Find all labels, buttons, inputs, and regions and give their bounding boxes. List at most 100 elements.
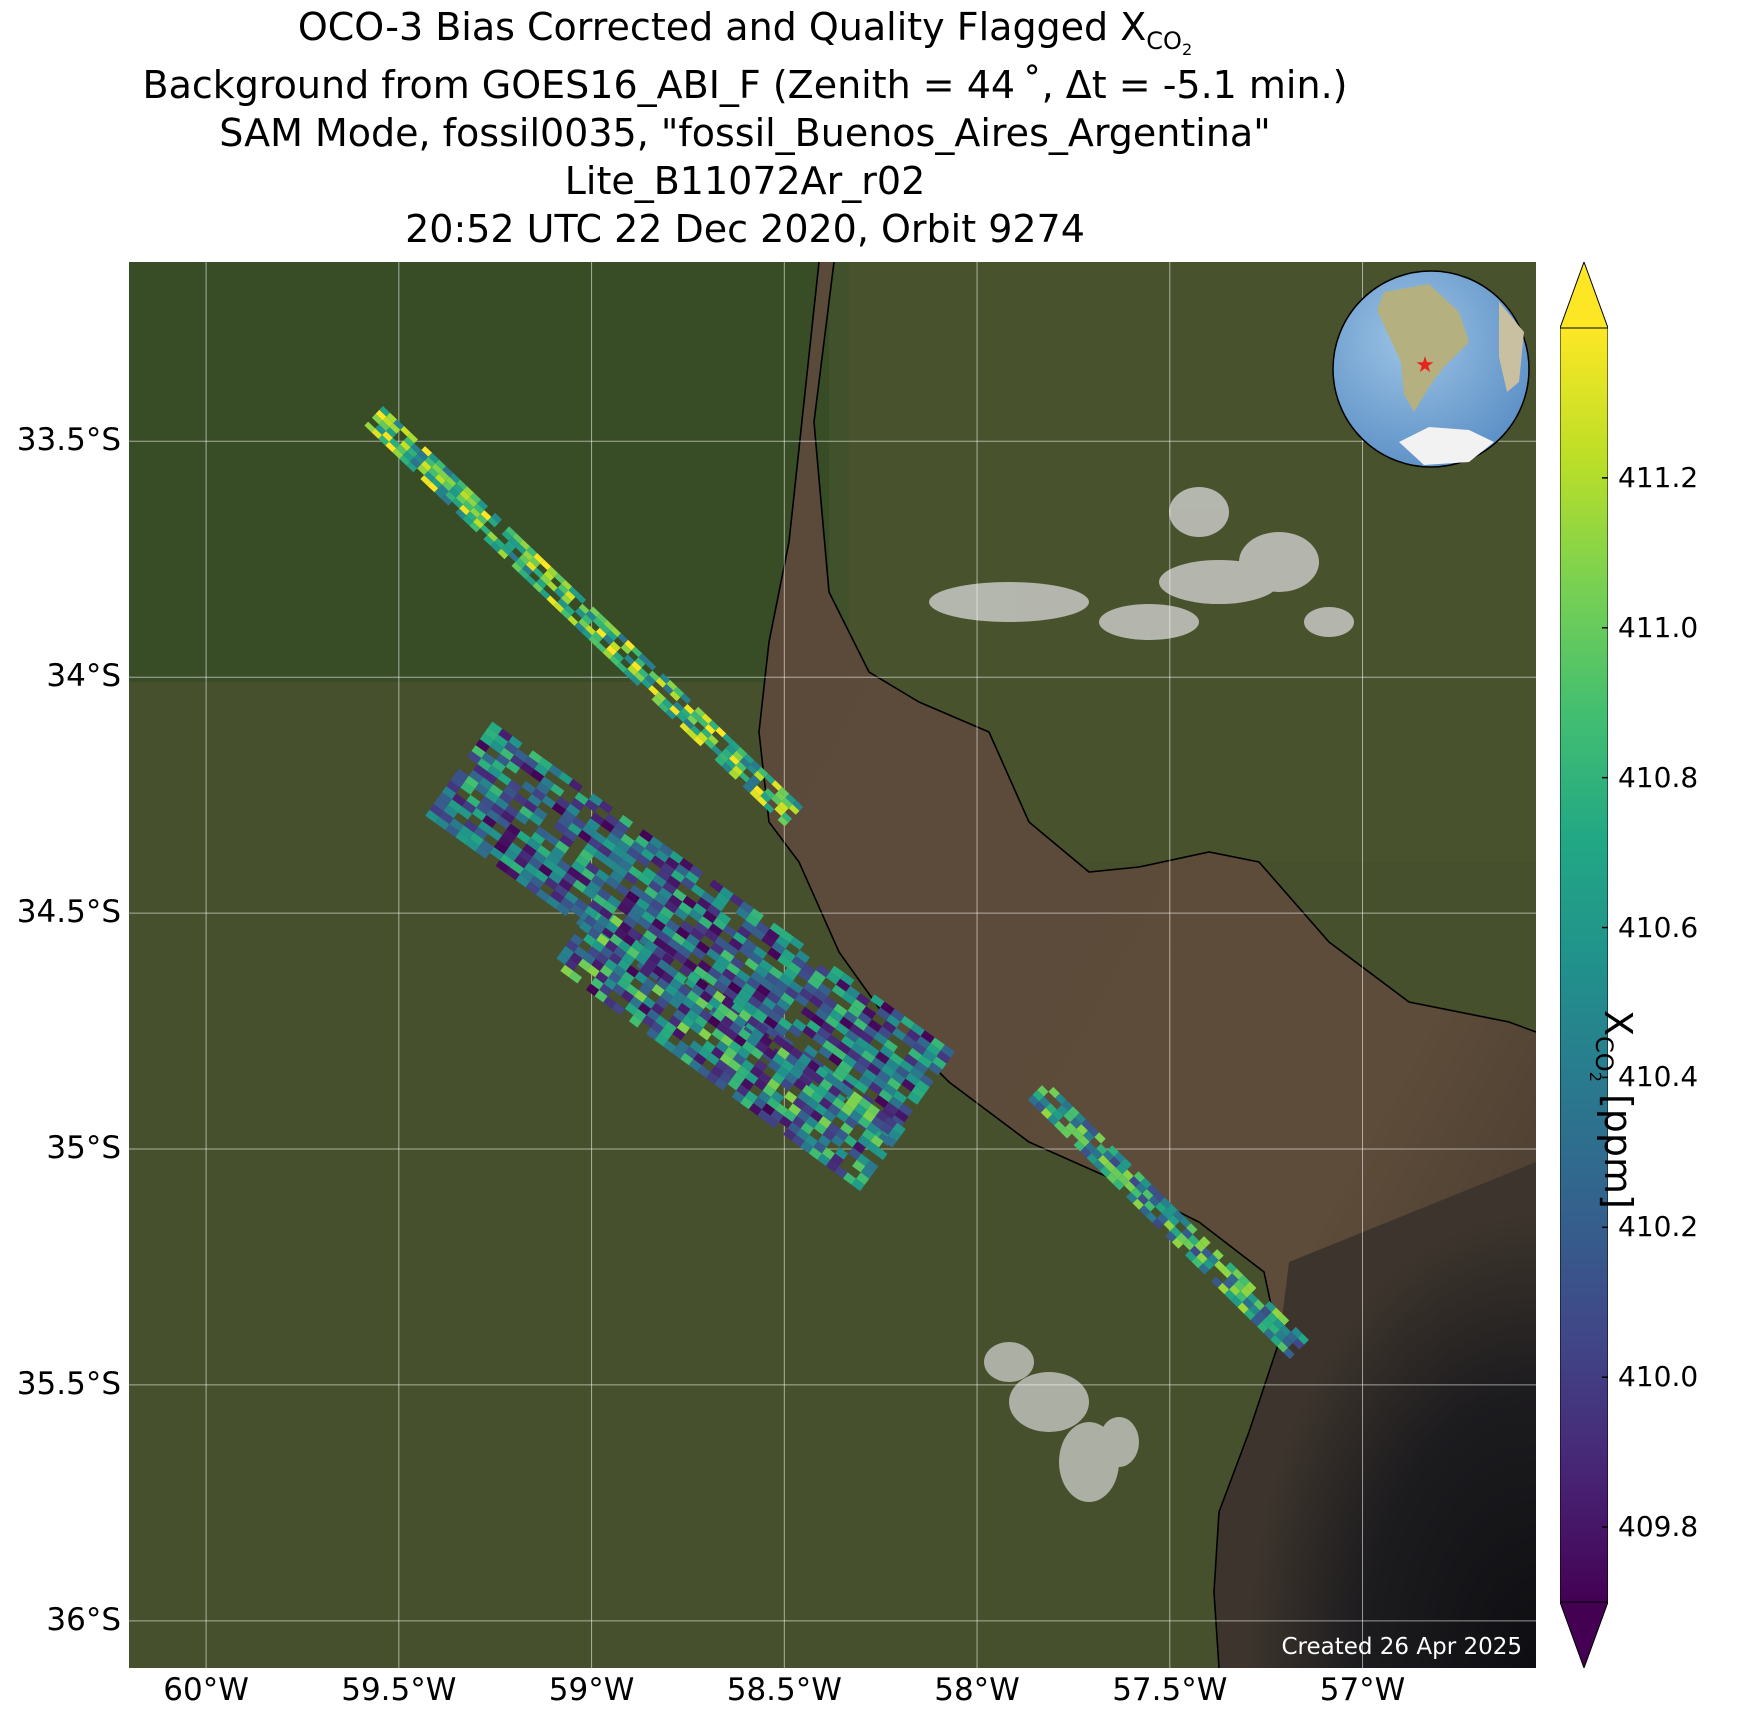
sounding-cell: [648, 685, 659, 696]
sounding-cell: [526, 546, 538, 557]
sounding-cell: [648, 952, 662, 966]
colorbar-extend-max: [1560, 262, 1608, 329]
sounding-cell: [1047, 1114, 1059, 1126]
sounding-cell: [638, 983, 652, 997]
sounding-cell: [819, 1097, 833, 1110]
sounding-cell: [389, 423, 401, 434]
sounding-cell: [719, 1053, 733, 1066]
sounding-cell: [676, 1040, 690, 1053]
sounding-cell: [479, 839, 494, 853]
sounding-cell: [843, 1010, 858, 1024]
sounding-cell: [707, 967, 722, 981]
sounding-cell: [681, 1015, 695, 1028]
sounding-cell: [515, 543, 527, 555]
sounding-cell: [743, 1001, 758, 1015]
sounding-cell: [780, 1078, 794, 1091]
sounding-cell: [1078, 1135, 1090, 1147]
sounding-cell: [738, 944, 753, 958]
sounding-cell: [742, 938, 758, 952]
sounding-cell: [553, 602, 565, 613]
sounding-cell: [763, 1047, 777, 1060]
sounding-cell: [695, 996, 709, 1010]
sounding-cell: [715, 1059, 729, 1072]
sounding-cell: [413, 453, 425, 465]
sounding-cell: [787, 1068, 802, 1082]
sounding-cell: [865, 1141, 879, 1154]
sounding-cell: [660, 862, 675, 876]
sounding-cell: [454, 768, 469, 782]
sounding-cell: [1198, 1263, 1210, 1275]
sounding-cell: [827, 1122, 841, 1135]
sounding-cell: [716, 955, 731, 969]
sounding-cell: [643, 977, 657, 991]
sounding-cell: [467, 751, 482, 764]
sounding-cell: [659, 1027, 673, 1041]
sounding-cell: [674, 907, 689, 921]
sounding-cell: [909, 1066, 924, 1080]
sounding-cell: [607, 851, 623, 865]
sounding-cell: [595, 642, 607, 653]
sounding-cell: [771, 794, 782, 806]
sounding-cell: [1248, 1304, 1261, 1316]
sounding-cell: [575, 593, 587, 604]
sounding-cell: [433, 798, 448, 812]
sounding-cell: [469, 521, 481, 533]
sounding-cell: [1048, 1086, 1060, 1099]
sounding-cell: [1137, 1193, 1149, 1206]
sounding-cell: [765, 1115, 780, 1129]
sounding-cell: [445, 491, 456, 502]
sounding-cell: [669, 850, 684, 864]
sounding-cell: [608, 952, 622, 965]
sounding-cell: [746, 976, 761, 990]
chart-title-line2: Background from GOES16_ABI_F (Zenith = 4…: [142, 63, 1348, 107]
sounding-cell: [749, 789, 761, 800]
sounding-cell: [591, 875, 606, 889]
sounding-cell: [548, 764, 563, 778]
sounding-cell: [664, 984, 678, 997]
sounding-cell: [771, 941, 786, 955]
sounding-cell: [709, 879, 724, 893]
sounding-cell: [567, 615, 579, 626]
sounding-cell: [1037, 1085, 1049, 1097]
sounding-cell: [581, 614, 593, 625]
sounding-cell: [1181, 1227, 1193, 1240]
sounding-cell: [775, 1103, 789, 1116]
sounding-cell: [540, 776, 555, 790]
sounding-cell: [770, 985, 785, 999]
sounding-cell: [1153, 1190, 1165, 1202]
sounding-cell: [527, 794, 542, 808]
sounding-cell: [562, 872, 577, 886]
sounding-cell: [684, 1046, 698, 1060]
sounding-cell: [488, 828, 503, 842]
sounding-cell: [1130, 1187, 1143, 1199]
sounding-cell: [634, 657, 646, 668]
sounding-cell: [870, 1135, 884, 1148]
sounding-cell: [764, 788, 775, 799]
sounding-cell: [1227, 1273, 1239, 1285]
sounding-cell: [1061, 1099, 1073, 1112]
sounding-cell: [385, 441, 397, 453]
sounding-cell: [1233, 1279, 1246, 1292]
sounding-cell: [813, 989, 828, 1003]
sounding-cell: [691, 984, 705, 997]
sounding-cell: [1104, 1161, 1116, 1173]
sounding-cell: [584, 799, 599, 813]
sounding-cell: [706, 904, 722, 918]
sounding-cell: [584, 905, 599, 919]
sounding-cell: [621, 896, 636, 910]
coastline-east: [813, 262, 1536, 1033]
sounding-cell: [651, 1002, 665, 1016]
sounding-cell: [719, 1071, 733, 1085]
sounding-cell: [821, 1147, 835, 1160]
sounding-cell: [482, 815, 497, 828]
sounding-cell: [671, 1046, 685, 1059]
sounding-cell: [1276, 1341, 1289, 1353]
sounding-cell: [663, 944, 678, 958]
sounding-cell: [884, 1102, 899, 1116]
sounding-cell: [425, 809, 440, 823]
sounding-cell: [688, 908, 703, 922]
sounding-cell: [514, 855, 529, 869]
sounding-cell: [736, 746, 748, 758]
sounding-cell: [697, 959, 712, 973]
sounding-cell: [767, 947, 782, 961]
